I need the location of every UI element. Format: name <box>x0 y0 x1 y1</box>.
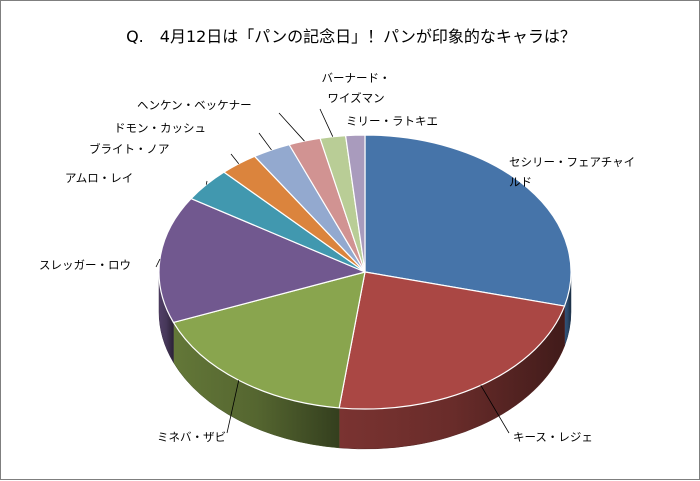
slice-3[interactable] <box>172 271 366 409</box>
slice-9-label: バーナード・ワイズマン <box>322 71 391 105</box>
chart-title: Q. 4月12日は「パンの記念日」！パンが印象的なキャラは？ <box>126 27 576 46</box>
slice-6-label: ブライト・ノア <box>89 142 170 156</box>
slice-8-leader <box>278 112 305 142</box>
slice-6-leader <box>230 153 240 164</box>
slice-2-label: キース・レジェ <box>513 430 593 444</box>
slice-5-label: アムロ・レイ <box>65 171 133 185</box>
slice-5-leader <box>205 180 208 185</box>
slice-8-label: ヘンケン・ベッケナー <box>137 98 252 112</box>
slice-2-leader <box>480 385 510 434</box>
slice-4-leader <box>155 258 161 268</box>
slice-10-label: ミリー・ラトキエ <box>346 114 438 128</box>
slice-1[interactable] <box>364 134 572 307</box>
slice-4[interactable] <box>158 197 366 324</box>
slice-3-label: ミネバ・ザビ <box>157 430 226 444</box>
slice-4-label: スレッガー・ロウ <box>39 258 131 272</box>
slice-10[interactable] <box>345 134 366 273</box>
slice-1-label: セシリー・フェアチャイルド <box>509 155 635 189</box>
slice-9-leader <box>319 108 334 137</box>
slice-7-label: ドモン・カッシュ <box>114 121 206 135</box>
slice-2[interactable] <box>338 271 566 410</box>
slice-7-leader <box>258 132 272 151</box>
slice-3-leader <box>226 380 240 434</box>
